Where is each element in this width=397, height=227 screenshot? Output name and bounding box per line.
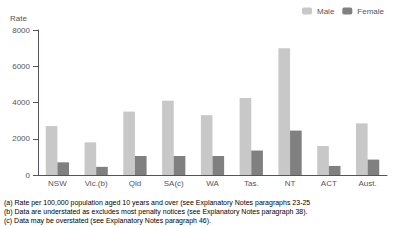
svg-text:0: 0 <box>26 171 31 180</box>
svg-text:2000: 2000 <box>12 134 30 143</box>
svg-text:WA: WA <box>206 179 219 188</box>
svg-text:4000: 4000 <box>12 98 30 107</box>
svg-text:(c) Data may be overstated (se: (c) Data may be overstated (see Explanat… <box>4 217 211 225</box>
svg-text:Qld: Qld <box>129 179 141 188</box>
svg-text:Tas.: Tas. <box>244 179 259 188</box>
svg-text:NT: NT <box>285 179 296 188</box>
svg-text:Male: Male <box>317 7 335 16</box>
svg-text:Vic.(b): Vic.(b) <box>85 179 108 188</box>
svg-text:8000: 8000 <box>12 26 30 35</box>
svg-text:NSW: NSW <box>48 179 67 188</box>
svg-text:SA(c): SA(c) <box>164 179 184 188</box>
svg-text:6000: 6000 <box>12 62 30 71</box>
svg-text:Female: Female <box>357 7 384 16</box>
svg-text:Rate: Rate <box>10 14 27 23</box>
svg-text:ACT: ACT <box>321 179 337 188</box>
svg-text:(a) Rate per 100,000 populatio: (a) Rate per 100,000 population aged 10 … <box>4 199 310 207</box>
svg-text:(b) Data are understated as ex: (b) Data are understated as excludes mos… <box>4 208 308 216</box>
svg-text:Aust.: Aust. <box>358 179 376 188</box>
